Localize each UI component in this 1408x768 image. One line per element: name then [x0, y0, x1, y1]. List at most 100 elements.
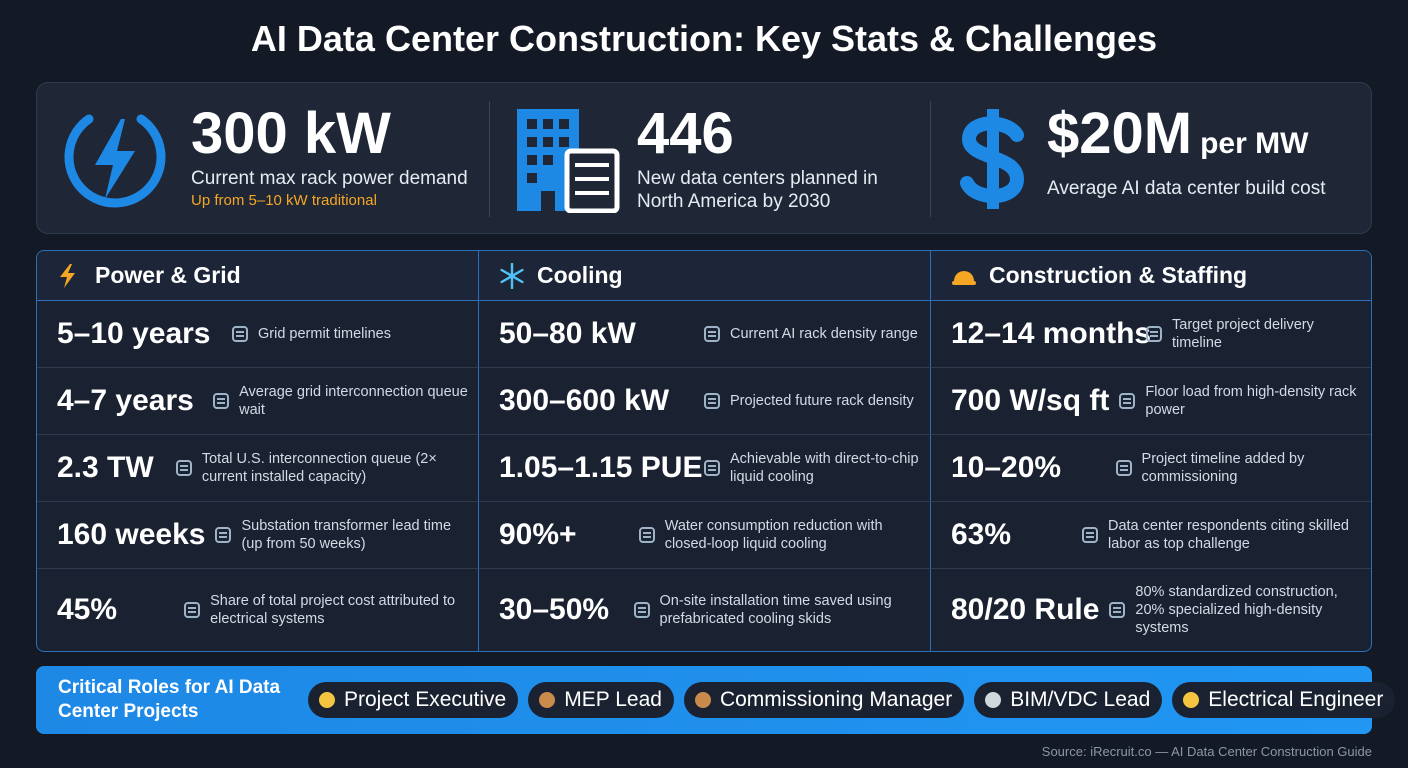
stat-value: 700 W/sq ft [951, 384, 1110, 417]
hero-label: Average AI data center build cost [1047, 178, 1326, 199]
stat-icon [232, 326, 248, 342]
stat-row: 4–7 years Average grid interconnection qu… [37, 368, 479, 435]
stat-desc: Current AI rack density range [730, 326, 918, 342]
hero-value: $20M [1047, 101, 1193, 166]
stat-desc: Grid permit timelines [258, 326, 391, 342]
column-icon [500, 262, 524, 289]
role-icon [694, 692, 711, 708]
stat-desc: Substation transformer lead time (up fro… [241, 518, 452, 552]
hero-value: 446 [637, 101, 734, 166]
stat-icon [184, 602, 201, 618]
dollar-icon [960, 109, 1025, 209]
stat-value: 5–10 years [57, 317, 211, 350]
divider [489, 101, 490, 217]
stat-value: 4–7 years [57, 384, 194, 417]
stat-value: 160 weeks [57, 518, 206, 551]
column-title: Cooling [537, 262, 623, 288]
stat-icon [633, 602, 650, 618]
role-icon [319, 692, 335, 708]
hero-unit: per MW [1200, 127, 1309, 160]
source-note: Source: iRecruit.co — AI Data Center Con… [1041, 744, 1372, 759]
stat-desc: Achievable with direct-to-chip liquid co… [730, 451, 919, 485]
column-icon [952, 270, 976, 285]
stat-icon [704, 460, 720, 476]
stat-desc: Target project delivery timeline [1172, 317, 1314, 351]
role-chip: Project Executive [308, 682, 519, 718]
stat-value: 1.05–1.15 PUE [499, 451, 703, 484]
stat-desc: 80% standardized construction, 20% speci… [1135, 584, 1338, 636]
stat-icon [1109, 602, 1126, 618]
stat-desc: Projected future rack density [730, 393, 914, 409]
building-icon [517, 109, 620, 213]
stat-icon [213, 393, 230, 409]
stat-value: 80/20 Rule [951, 593, 1100, 626]
power-icon [64, 114, 166, 208]
stat-icon [704, 326, 720, 342]
stat-value: 30–50% [499, 593, 610, 626]
stat-desc: Water consumption reduction with closed-… [664, 518, 883, 552]
stat-row: 160 weeks Substation transformer lead tim… [37, 502, 479, 569]
stat-desc: Share of total project cost attributed t… [210, 593, 456, 627]
stat-value: 12–14 months [951, 317, 1152, 350]
role-name: Project Executive [344, 688, 507, 711]
stat-row: 45% Share of total project cost attribute… [37, 569, 479, 651]
role-icon [985, 692, 1002, 708]
role-name: BIM/VDC Lead [1010, 688, 1151, 711]
stat-icon [215, 527, 232, 543]
stat-row: 12–14 months Target project delivery time… [931, 301, 1371, 368]
stat-row: 50–80 kW Current AI rack density range [479, 301, 931, 368]
stat-desc: Data center respondents citing skilled l… [1107, 518, 1349, 552]
stat-row: 90%+ Water consumption reduction with clo… [479, 502, 931, 569]
role-chip: Commissioning Manager [683, 682, 965, 718]
stat-desc: On-site installation time saved using pr… [659, 593, 892, 627]
hero-label: New data centers planned in North Americ… [637, 168, 878, 212]
stat-row: 700 W/sq ft Floor load from high-density … [931, 368, 1371, 435]
stats-table: Power & Grid Cooling Construction & Staffi… [36, 250, 1372, 652]
column-header: Power & Grid [37, 251, 479, 301]
stat-row: 30–50% On-site installation time saved us… [479, 569, 931, 651]
column-header: Construction & Staffing [931, 251, 1371, 301]
role-name: Commissioning Manager [719, 688, 953, 711]
stat-icon [1146, 326, 1162, 342]
stat-row: 63% Data center respondents citing skille… [931, 502, 1371, 569]
stat-value: 2.3 TW [57, 451, 154, 484]
column-title: Construction & Staffing [989, 262, 1248, 288]
stat-desc: Total U.S. interconnection queue (2× cur… [201, 451, 437, 485]
stat-value: 63% [951, 518, 1012, 551]
stat-value: 45% [57, 593, 118, 626]
stat-row: 300–600 kW Projected future rack density [479, 368, 931, 435]
stat-desc: Average grid interconnection queue wait [239, 384, 468, 418]
role-chip: Electrical Engineer [1172, 682, 1396, 718]
stat-icon [175, 460, 192, 476]
stat-row: 5–10 years Grid permit timelines [37, 301, 479, 368]
stat-icon [638, 527, 655, 543]
column-icon [60, 263, 75, 288]
role-icon [1183, 692, 1200, 708]
role-name: Electrical Engineer [1208, 688, 1384, 711]
stat-desc: Project timeline added by commissioning [1141, 451, 1305, 485]
hero-stat: $20M per MW Average AI data center build … [957, 83, 1367, 233]
stat-value: 300–600 kW [499, 384, 670, 417]
roles-heading: Critical Roles for AI Data Center Projec… [58, 677, 281, 722]
stat-row: 10–20% Project timeline added by commissi… [931, 435, 1371, 502]
stat-value: 90%+ [499, 518, 577, 551]
role-chip: MEP Lead [528, 682, 674, 718]
column-title: Power & Grid [95, 262, 241, 288]
hero-label: Current max rack power demand [191, 168, 468, 189]
stat-row: 80/20 Rule 80% standardized construction,… [931, 569, 1371, 651]
page-title: AI Data Center Construction: Key Stats &… [250, 18, 1158, 59]
stat-row: 2.3 TW Total U.S. interconnection queue (… [37, 435, 479, 502]
hero-stat: 300 kW Current max rack power demand Up … [61, 83, 491, 233]
stat-value: 50–80 kW [499, 317, 636, 350]
hero-panel: 300 kW Current max rack power demand Up … [36, 82, 1372, 234]
stat-icon [1115, 460, 1132, 476]
stat-row: 1.05–1.15 PUE Achievable with direct-to-c… [479, 435, 931, 502]
roles-bar: Critical Roles for AI Data Center Projec… [36, 666, 1396, 734]
hero-stat: 446 New data centers planned in North Am… [511, 83, 931, 233]
stat-icon [704, 393, 720, 409]
role-name: MEP Lead [564, 688, 662, 711]
column-header: Cooling [479, 251, 931, 301]
divider [930, 101, 931, 217]
hero-value: 300 kW [191, 101, 391, 166]
